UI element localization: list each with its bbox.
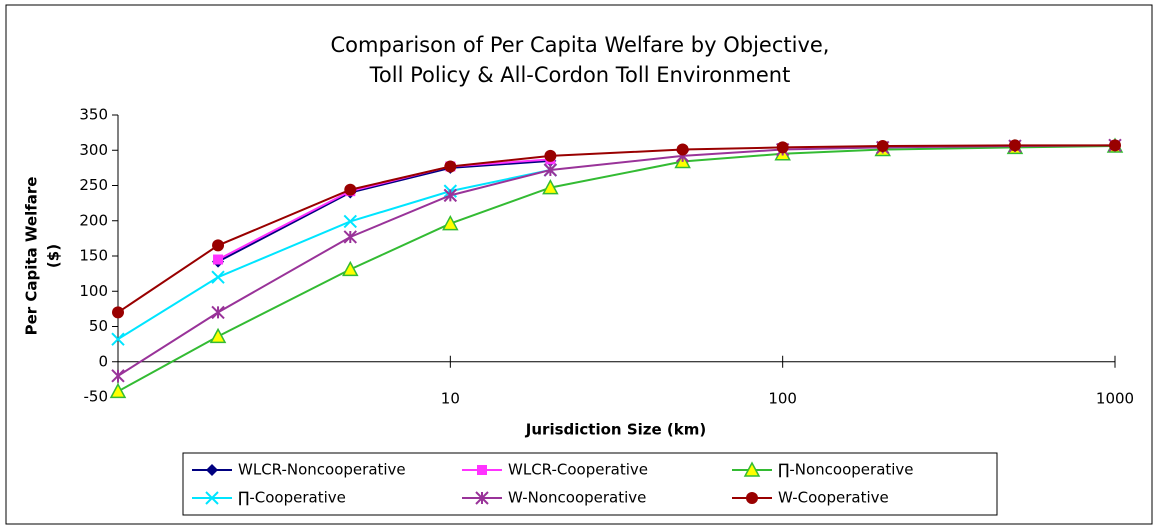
marker [743, 461, 761, 477]
legend-label: WLCR-Noncooperative [238, 461, 406, 479]
marker [876, 140, 889, 153]
marker [676, 143, 689, 156]
legend-label: ∏-Noncooperative [778, 461, 914, 479]
legend-label: ∏-Cooperative [238, 489, 346, 507]
legend-label: W-Noncooperative [508, 489, 646, 507]
marker [1008, 139, 1021, 152]
marker [213, 254, 224, 265]
marker [442, 214, 459, 231]
marker [343, 230, 357, 244]
chart-border [5, 4, 1153, 525]
chart-title: Comparison of Per Capita Welfare by Obje… [331, 33, 830, 57]
marker [443, 188, 458, 203]
series-line [117, 144, 1116, 377]
series-line [217, 159, 551, 263]
marker [209, 327, 227, 344]
series-line [117, 144, 1115, 314]
y-tick-label: 250 [79, 176, 108, 194]
marker [211, 270, 225, 284]
x-tick-label: 1000 [1096, 390, 1134, 408]
marker [542, 179, 559, 195]
marker [111, 369, 125, 383]
marker [112, 306, 124, 319]
marker [212, 239, 225, 252]
y-tick-label: 150 [79, 247, 108, 265]
y-tick-label: 0 [98, 352, 108, 370]
marker [444, 160, 457, 173]
series-line [117, 145, 1116, 393]
legend-label: W-Cooperative [778, 489, 889, 507]
y-axis-label: ($) [45, 244, 63, 268]
marker [776, 141, 789, 154]
x-tick-label: 10 [441, 390, 460, 408]
legend-box [182, 452, 998, 516]
marker [344, 183, 357, 196]
y-tick-label: 200 [79, 211, 108, 229]
marker [746, 492, 758, 504]
y-tick-label: -50 [84, 388, 109, 406]
marker [544, 149, 557, 162]
y-tick-label: 350 [79, 106, 108, 124]
legend-label: WLCR-Cooperative [508, 461, 648, 479]
marker [211, 305, 225, 320]
y-tick-label: 50 [89, 317, 108, 335]
marker [206, 464, 218, 476]
marker [475, 491, 489, 505]
y-tick-label: 300 [79, 141, 108, 159]
y-axis-label: Per Capita Welfare [23, 177, 41, 336]
marker [111, 332, 125, 346]
marker [205, 491, 219, 505]
marker [342, 260, 359, 277]
marker [543, 163, 558, 177]
marker [109, 382, 127, 399]
x-axis-label: Jurisdiction Size (km) [525, 421, 706, 439]
marker [343, 214, 357, 229]
chart-title: Toll Policy & All-Cordon Toll Environmen… [369, 63, 791, 87]
x-tick-label: 100 [768, 390, 797, 408]
marker [1109, 139, 1121, 152]
marker [477, 465, 487, 475]
y-tick-label: 100 [79, 282, 108, 300]
